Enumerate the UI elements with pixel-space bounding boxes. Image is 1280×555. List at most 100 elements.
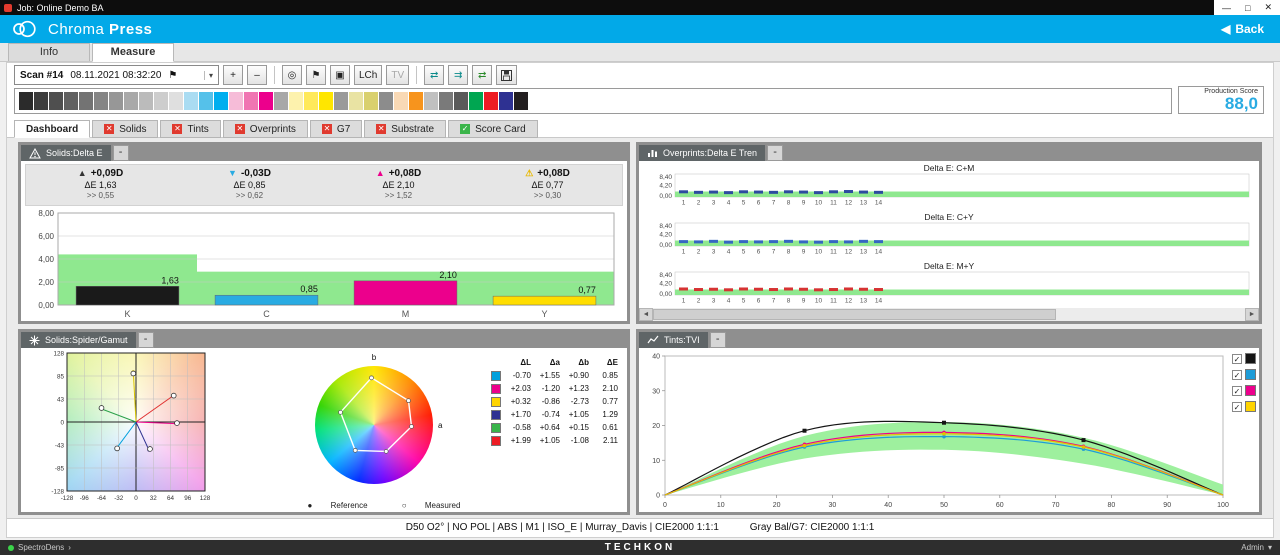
color-patch[interactable] (379, 92, 393, 110)
display-mode-button[interactable]: ▣ (330, 65, 350, 85)
bar-K[interactable] (75, 286, 180, 306)
trend-bar[interactable] (859, 287, 868, 291)
collapse-button[interactable]: - (137, 332, 154, 348)
trend-bar[interactable] (754, 190, 763, 194)
close-button[interactable]: ✕ (1264, 2, 1272, 12)
color-patch[interactable] (259, 92, 273, 110)
color-patch[interactable] (424, 92, 438, 110)
save-button[interactable] (496, 65, 518, 85)
color-patch[interactable] (79, 92, 93, 110)
bar-M[interactable] (353, 280, 458, 306)
collapse-button[interactable]: - (767, 145, 784, 161)
trend-bar[interactable] (829, 240, 838, 244)
trend-bar[interactable] (784, 239, 793, 243)
color-patch[interactable] (274, 92, 288, 110)
trend-bar[interactable] (874, 190, 883, 194)
trend-bar[interactable] (739, 190, 748, 194)
tvi-series-toggle-0[interactable]: ✓ (1232, 353, 1256, 364)
color-patch[interactable] (154, 92, 168, 110)
lch-mode-button[interactable]: LCh (354, 65, 383, 85)
trend-bar[interactable] (814, 288, 823, 292)
dashboard-tab-overprints[interactable]: ✕ Overprints (222, 120, 308, 138)
tvi-series-toggle-1[interactable]: ✓ (1232, 369, 1256, 380)
trend-bar[interactable] (859, 190, 868, 194)
color-patch[interactable] (469, 92, 483, 110)
device-status[interactable]: SpectroDens › (8, 543, 71, 552)
trend-bar[interactable] (874, 288, 883, 292)
color-patch[interactable] (214, 92, 228, 110)
color-patch[interactable] (514, 92, 528, 110)
maximize-button[interactable]: □ (1245, 2, 1251, 13)
trend-bar[interactable] (799, 190, 808, 194)
collapse-button[interactable]: - (709, 332, 726, 348)
color-patch[interactable] (109, 92, 123, 110)
color-patch[interactable] (244, 92, 258, 110)
color-patch[interactable] (499, 92, 513, 110)
dashboard-tab-g7[interactable]: ✕ G7 (309, 120, 363, 138)
scrollbar-track[interactable] (653, 308, 1245, 321)
color-patch[interactable] (349, 92, 363, 110)
trend-bar[interactable] (844, 287, 853, 291)
bar-Y[interactable] (492, 295, 597, 306)
color-patch[interactable] (304, 92, 318, 110)
color-patch[interactable] (229, 92, 243, 110)
trend-bar[interactable] (829, 288, 838, 292)
tvi-series-toggle-2[interactable]: ✓ (1232, 385, 1256, 396)
trend-bar[interactable] (709, 287, 718, 291)
color-patch[interactable] (184, 92, 198, 110)
trend-bar[interactable] (694, 190, 703, 194)
color-patch[interactable] (64, 92, 78, 110)
tv-mode-button[interactable]: TV (386, 65, 410, 85)
trend-bar[interactable] (769, 240, 778, 244)
color-patch[interactable] (199, 92, 213, 110)
color-patch[interactable] (454, 92, 468, 110)
color-patch[interactable] (334, 92, 348, 110)
scrollbar-thumb[interactable] (653, 309, 1056, 320)
trend-bar[interactable] (739, 240, 748, 244)
checkbox-checked-icon[interactable]: ✓ (1232, 401, 1242, 412)
trend-bar[interactable] (679, 240, 688, 244)
trend-bar[interactable] (799, 287, 808, 291)
trend-bar[interactable] (694, 240, 703, 244)
color-patch[interactable] (139, 92, 153, 110)
trend-bar[interactable] (799, 240, 808, 244)
trend-bar[interactable] (874, 240, 883, 244)
dashboard-tab-tints[interactable]: ✕ Tints (160, 120, 221, 138)
color-patch[interactable] (364, 92, 378, 110)
transfer-sync-button[interactable]: ⇄ (472, 65, 493, 85)
color-patch[interactable] (34, 92, 48, 110)
trend-bar[interactable] (724, 288, 733, 292)
trend-bar[interactable] (679, 190, 688, 194)
trend-bar[interactable] (709, 239, 718, 243)
trend-bar[interactable] (829, 190, 838, 194)
transfer-all-button[interactable]: ⇉ (448, 65, 469, 85)
trend-bar[interactable] (754, 240, 763, 244)
trend-bar[interactable] (724, 240, 733, 244)
dashboard-tab-dashboard[interactable]: Dashboard (14, 120, 91, 138)
tvi-series-toggle-3[interactable]: ✓ (1232, 401, 1256, 412)
dashboard-tab-solids[interactable]: ✕ Solids (92, 120, 159, 138)
user-menu[interactable]: Admin ▾ (1241, 543, 1272, 552)
color-patch[interactable] (409, 92, 423, 110)
color-patch[interactable] (49, 92, 63, 110)
checkbox-checked-icon[interactable]: ✓ (1232, 369, 1242, 380)
trend-bar[interactable] (709, 190, 718, 194)
color-patch[interactable] (289, 92, 303, 110)
trend-bar[interactable] (679, 287, 688, 291)
target-button[interactable]: ◎ (282, 65, 302, 85)
collapse-button[interactable]: - (112, 145, 129, 161)
trend-bar[interactable] (814, 240, 823, 244)
trend-bar[interactable] (739, 287, 748, 291)
scroll-left-icon[interactable]: ◄ (639, 308, 653, 321)
trend-bar[interactable] (724, 191, 733, 195)
dashboard-tab-substrate[interactable]: ✕ Substrate (364, 120, 447, 138)
color-patch[interactable] (319, 92, 333, 110)
flag-filter-button[interactable]: ⚑ (306, 65, 326, 85)
color-patch[interactable] (19, 92, 33, 110)
color-patch[interactable] (169, 92, 183, 110)
trend-bar[interactable] (769, 190, 778, 194)
trend-bar[interactable] (754, 287, 763, 291)
color-patch[interactable] (439, 92, 453, 110)
transfer-left-button[interactable]: ⇄ (424, 65, 445, 85)
scroll-right-icon[interactable]: ► (1245, 308, 1259, 321)
